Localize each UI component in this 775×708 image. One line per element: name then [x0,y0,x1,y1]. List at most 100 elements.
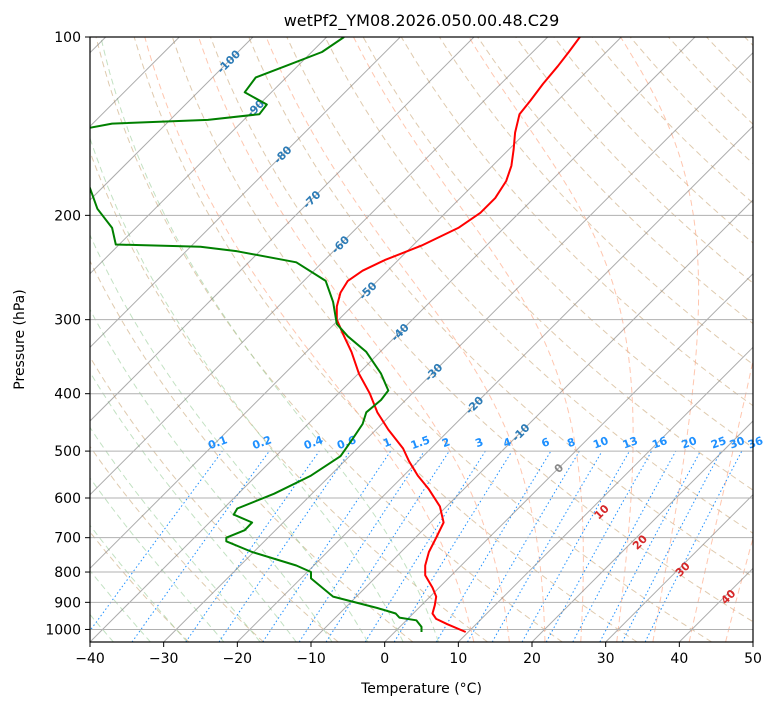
mixing-ratio-label: 0.2 [251,433,274,452]
mixing-ratio-line [131,450,270,642]
y-tick-label: 900 [54,595,81,611]
moist-adiabat [620,37,700,642]
x-tick-label: −30 [149,651,179,667]
mixing-ratio-label: 1.5 [409,433,432,452]
skewed-isotherm [90,37,475,422]
mixing-ratio-label: 4 [501,435,513,450]
mixing-ratio-label: 36 [746,434,765,452]
skewed-isotherm [384,272,753,642]
moist-adiabat [90,371,297,642]
y-axis-ticks: 100 200 300 400 500 600 700 800 900 1000 [45,30,90,638]
moist-adiabat [90,524,188,642]
y-tick-label: 500 [54,444,81,460]
dry-adiabat [210,37,753,623]
x-axis-label: Temperature (°C) [360,681,482,697]
mixing-ratio-label: 13 [621,434,640,451]
dry-adiabat [133,37,638,642]
skewed-isotherm [163,51,753,642]
skewed-isotherm [90,37,328,275]
dry-adiabat [90,445,264,642]
moist-adiabat [265,37,546,642]
skewed-isotherm [457,346,753,642]
moist-adiabat [725,536,753,642]
mixing-ratio-line [644,450,743,642]
dewpoint-profile [90,37,423,632]
skewed-isotherm [90,37,254,201]
mixing-ratio-line [298,450,425,642]
skewed-isotherm [90,37,549,496]
moist-adiabat [90,233,369,642]
plot-frame [89,36,754,643]
x-tick-label: 50 [744,651,762,667]
moist-adiabat [688,358,753,642]
moist-adiabat [198,37,510,642]
y-tick-label: 800 [54,565,81,581]
mixing-ratio-label: 10 [591,434,610,452]
x-tick-label: 40 [670,651,688,667]
moist-adiabat [90,477,225,642]
x-tick-label: 0 [380,651,389,667]
y-tick-label: 700 [54,531,81,547]
x-tick-label: −40 [75,651,105,667]
moist-adiabat [100,37,439,642]
chart-title: wetPf2_YM08.2026.050.00.48.C29 [284,11,560,31]
moist-adiabat [353,37,584,642]
skewed-isotherm [236,125,753,642]
background-lines [90,37,753,642]
mixing-ratio-label: 30 [728,434,747,452]
mixing-ratio-line [572,450,677,642]
mixing-ratio-label: 0.1 [206,433,229,452]
mixing-ratio-label: 1 [381,435,393,450]
moist-adiabat [90,569,151,642]
x-tick-label: −20 [223,651,253,667]
mixing-ratio-line [325,450,450,642]
dry-adiabat [515,37,753,284]
moist-adiabat [90,136,404,642]
y-tick-label: 200 [54,208,81,224]
y-tick-label: 600 [54,491,81,507]
skewed-isotherm [605,493,753,642]
skewed-isotherm [531,420,753,642]
x-tick-label: −10 [296,651,326,667]
y-tick-label: 400 [54,387,81,403]
moist-adiabat [90,308,333,642]
mixing-ratio-label: 20 [680,434,699,452]
skewed-isotherm [90,37,401,349]
dry-adiabat [90,356,339,642]
mixing-ratio-label: 0.4 [302,433,325,452]
x-axis-ticks: −40 −30 −20 −10 0 10 20 30 40 50 [75,642,762,667]
temperature-profile [335,37,581,633]
mixing-ratio-label: 3 [473,435,485,450]
skewed-isotherm [310,199,753,642]
profile-lines [90,37,581,633]
mixing-ratio-label: 16 [650,434,669,452]
dry-adiabat [324,37,753,491]
x-tick-label: 30 [597,651,615,667]
mixing-ratio-labels: 0.1 0.2 0.4 0.6 1 1.5 2 3 4 6 8 10 13 16 20 25 30 36 [206,433,765,452]
y-axis-label: Pressure (hPa) [12,289,28,389]
y-tick-label: 100 [54,30,81,46]
moist-adiabat [144,37,475,642]
skewed-isotherm [90,37,622,570]
mixing-ratio-line [262,450,392,642]
y-tick-label: 300 [54,313,81,329]
mixing-ratio-label: 6 [540,435,552,450]
mixing-ratio-label: 25 [709,434,728,451]
skewed-isotherm [90,37,696,642]
x-tick-label: 20 [523,651,541,667]
mixing-ratio-label: 2 [440,435,452,450]
dry-adiabat [171,37,712,642]
mixing-ratio-line [521,450,630,642]
mixing-ratio-line [185,450,320,642]
x-tick-label: 10 [449,651,467,667]
dry-adiabat [286,37,753,534]
mixing-ratio-line [218,450,351,642]
mixing-ratio-label: 8 [565,435,577,450]
dry-adiabat [248,37,753,578]
mixing-ratio-line [393,450,513,642]
dry-adiabat [95,37,563,642]
mixing-ratio-line [545,450,653,642]
moist-adiabat [90,426,261,642]
y-tick-label: 1000 [45,622,81,638]
